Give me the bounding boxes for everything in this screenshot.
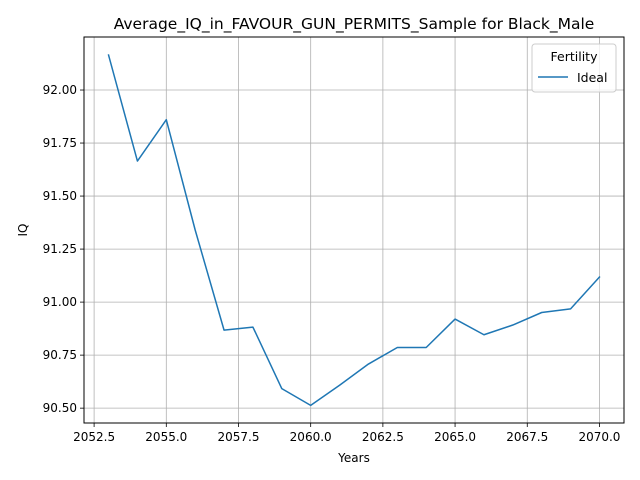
x-tick-label: 2070.0 <box>578 430 620 444</box>
x-tick-label: 2057.5 <box>217 430 259 444</box>
y-tick-label: 91.75 <box>43 136 77 150</box>
y-tick-label: 90.75 <box>43 348 77 362</box>
x-tick-label: 2055.0 <box>145 430 187 444</box>
y-axis-ticks: 90.50 90.75 91.00 91.25 91.50 91.75 92.00 <box>43 83 84 415</box>
y-tick-label: 92.00 <box>43 83 77 97</box>
y-tick-label: 90.50 <box>43 401 77 415</box>
y-axis-label: IQ <box>16 224 30 237</box>
x-axis-ticks: 2052.5 2055.0 2057.5 2060.0 2062.5 2065.0 2067… <box>73 423 620 444</box>
x-tick-label: 2052.5 <box>73 430 115 444</box>
y-tick-label: 91.50 <box>43 189 77 203</box>
x-tick-label: 2062.5 <box>362 430 404 444</box>
x-axis-label: Years <box>337 451 370 465</box>
x-tick-label: 2065.0 <box>434 430 476 444</box>
plot-area-frame <box>83 36 625 424</box>
grid <box>84 37 624 423</box>
x-tick-label: 2060.0 <box>290 430 332 444</box>
legend-label-ideal: Ideal <box>577 70 607 85</box>
chart-title: Average_IQ_in_FAVOUR_GUN_PERMITS_Sample … <box>114 15 595 34</box>
series-line-ideal <box>107 54 601 407</box>
y-tick-label: 91.25 <box>43 242 77 256</box>
x-tick-label: 2067.5 <box>506 430 548 444</box>
legend: Fertility Ideal <box>531 43 617 93</box>
series-lines <box>107 54 601 407</box>
y-tick-label: 91.00 <box>43 295 77 309</box>
legend-title: Fertility <box>551 49 599 64</box>
legend-box <box>531 43 617 93</box>
